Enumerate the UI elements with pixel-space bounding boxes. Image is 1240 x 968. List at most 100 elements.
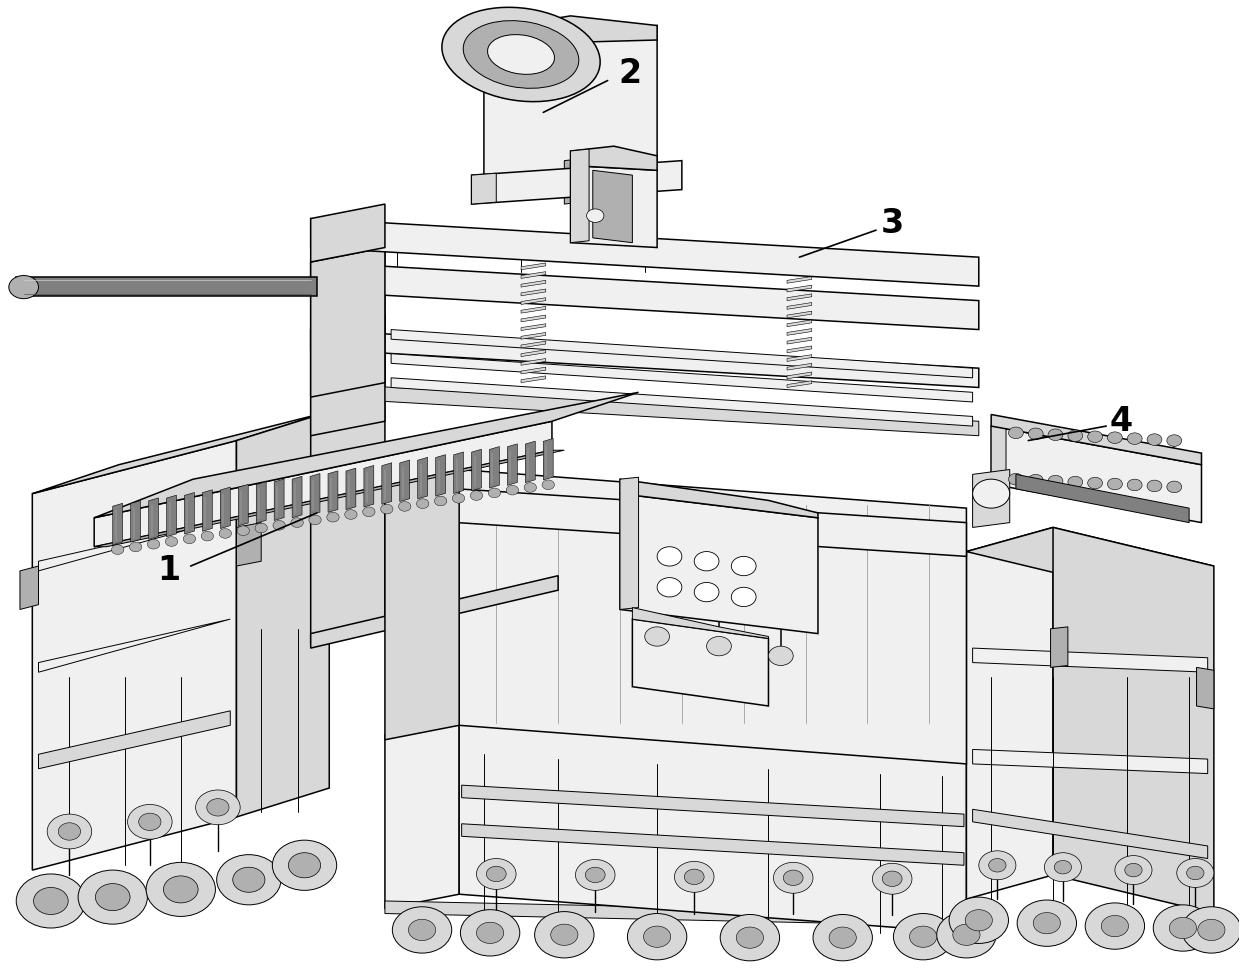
Polygon shape xyxy=(787,354,812,361)
Circle shape xyxy=(165,536,177,546)
Circle shape xyxy=(9,276,38,299)
Polygon shape xyxy=(382,463,392,504)
Circle shape xyxy=(936,912,996,958)
Circle shape xyxy=(1048,475,1063,487)
Polygon shape xyxy=(787,319,812,326)
Polygon shape xyxy=(38,518,231,571)
Circle shape xyxy=(813,915,873,961)
Polygon shape xyxy=(787,277,812,284)
Polygon shape xyxy=(991,424,1006,484)
Polygon shape xyxy=(787,303,812,310)
Polygon shape xyxy=(461,824,963,865)
Polygon shape xyxy=(991,414,1202,465)
Polygon shape xyxy=(384,484,966,557)
Polygon shape xyxy=(38,711,231,769)
Polygon shape xyxy=(507,444,517,485)
Polygon shape xyxy=(521,323,546,330)
Circle shape xyxy=(476,859,516,890)
Circle shape xyxy=(207,799,229,816)
Circle shape xyxy=(965,910,992,931)
Circle shape xyxy=(1147,480,1162,492)
Circle shape xyxy=(327,512,340,522)
Circle shape xyxy=(534,912,594,958)
Polygon shape xyxy=(632,620,769,706)
Circle shape xyxy=(873,863,911,894)
Polygon shape xyxy=(293,476,303,518)
Polygon shape xyxy=(521,272,546,279)
Polygon shape xyxy=(593,170,632,243)
Ellipse shape xyxy=(464,20,579,88)
Circle shape xyxy=(1054,861,1071,874)
Polygon shape xyxy=(1050,627,1068,667)
Circle shape xyxy=(720,915,780,961)
Ellipse shape xyxy=(487,35,554,75)
Circle shape xyxy=(1101,916,1128,937)
Polygon shape xyxy=(471,173,496,204)
Circle shape xyxy=(883,871,901,887)
Polygon shape xyxy=(471,449,481,491)
Polygon shape xyxy=(311,576,558,649)
Polygon shape xyxy=(521,307,546,314)
Circle shape xyxy=(551,924,578,946)
Polygon shape xyxy=(787,363,812,370)
Polygon shape xyxy=(363,466,373,507)
Polygon shape xyxy=(311,204,384,262)
Circle shape xyxy=(1068,476,1083,488)
Polygon shape xyxy=(310,473,320,515)
Circle shape xyxy=(694,552,719,571)
Polygon shape xyxy=(311,316,384,436)
Polygon shape xyxy=(526,441,536,483)
Polygon shape xyxy=(237,523,262,566)
Polygon shape xyxy=(620,479,818,518)
Polygon shape xyxy=(329,470,339,512)
Circle shape xyxy=(1028,474,1043,486)
Polygon shape xyxy=(311,262,978,329)
Circle shape xyxy=(1044,853,1081,882)
Circle shape xyxy=(78,870,148,924)
Circle shape xyxy=(909,926,936,948)
Polygon shape xyxy=(435,455,445,497)
Polygon shape xyxy=(972,749,1208,773)
Circle shape xyxy=(95,884,130,911)
Polygon shape xyxy=(991,426,1202,523)
Circle shape xyxy=(139,813,161,831)
Circle shape xyxy=(1087,431,1102,442)
Circle shape xyxy=(1198,920,1225,941)
Polygon shape xyxy=(346,469,356,510)
Polygon shape xyxy=(521,263,546,270)
Circle shape xyxy=(644,926,671,948)
Polygon shape xyxy=(1016,474,1189,523)
Text: 3: 3 xyxy=(880,207,904,240)
Polygon shape xyxy=(564,156,608,204)
Polygon shape xyxy=(787,294,812,301)
Text: 1: 1 xyxy=(156,555,180,588)
Polygon shape xyxy=(787,346,812,352)
Circle shape xyxy=(1017,900,1076,947)
Circle shape xyxy=(392,907,451,953)
Circle shape xyxy=(1028,428,1043,439)
Ellipse shape xyxy=(441,8,600,102)
Circle shape xyxy=(255,523,268,532)
Polygon shape xyxy=(391,378,972,426)
Polygon shape xyxy=(149,498,159,539)
Polygon shape xyxy=(32,440,237,870)
Polygon shape xyxy=(521,367,546,374)
Circle shape xyxy=(675,862,714,892)
Circle shape xyxy=(1182,907,1240,953)
Polygon shape xyxy=(311,329,978,387)
Circle shape xyxy=(1127,433,1142,444)
Circle shape xyxy=(273,840,337,891)
Circle shape xyxy=(273,521,285,530)
Circle shape xyxy=(585,867,605,883)
Circle shape xyxy=(434,497,446,506)
Polygon shape xyxy=(972,469,1009,528)
Polygon shape xyxy=(490,446,500,488)
Circle shape xyxy=(408,920,435,941)
Circle shape xyxy=(988,859,1006,872)
Polygon shape xyxy=(521,332,546,339)
Circle shape xyxy=(1085,903,1145,950)
Circle shape xyxy=(417,499,429,508)
Polygon shape xyxy=(221,487,231,529)
Circle shape xyxy=(627,914,687,960)
Circle shape xyxy=(460,910,520,956)
